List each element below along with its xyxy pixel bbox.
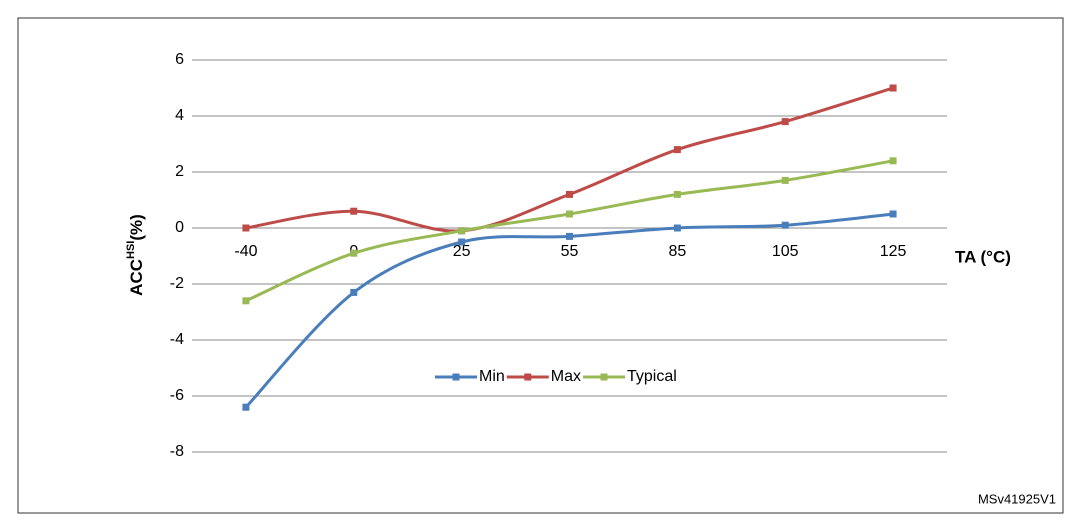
y-label-main: ACC bbox=[127, 259, 146, 296]
series-line bbox=[245, 159, 894, 303]
frame bbox=[17, 17, 1064, 514]
legend-label: Max bbox=[551, 368, 581, 385]
y-label-unit: (%) bbox=[127, 214, 146, 240]
point-marker bbox=[889, 210, 897, 218]
y-tick-label: 0 bbox=[175, 219, 184, 236]
series-line bbox=[245, 86, 894, 233]
y-tick-label: -6 bbox=[170, 387, 184, 404]
point-marker bbox=[350, 288, 358, 296]
point-marker bbox=[242, 297, 250, 305]
point-marker bbox=[458, 227, 466, 235]
legend-marker bbox=[524, 373, 532, 381]
y-axis-label: ACCHSI(%) bbox=[125, 214, 147, 296]
legend-marker bbox=[600, 373, 608, 381]
point-marker bbox=[242, 224, 250, 232]
point-marker bbox=[781, 221, 789, 229]
point-marker bbox=[458, 238, 466, 246]
x-axis-label: TA (°C) bbox=[955, 247, 1011, 266]
x-tick-label: 105 bbox=[772, 243, 799, 260]
watermark: MSv41925V1 bbox=[978, 491, 1056, 506]
y-tick-label: -8 bbox=[170, 443, 184, 460]
point-marker bbox=[781, 176, 789, 184]
point-marker bbox=[242, 403, 250, 411]
y-tick-label: 6 bbox=[175, 51, 184, 68]
y-tick-label: 4 bbox=[175, 107, 184, 124]
point-marker bbox=[673, 146, 681, 154]
x-tick-label: 85 bbox=[668, 243, 686, 260]
legend: Min Max Typical bbox=[435, 368, 677, 385]
x-tick-label: -40 bbox=[234, 243, 257, 260]
point-marker bbox=[566, 232, 573, 240]
y-label-sup: HSI bbox=[125, 241, 137, 259]
legend-label: Typical bbox=[627, 368, 677, 385]
point-marker bbox=[673, 224, 681, 232]
point-marker bbox=[350, 207, 358, 215]
legend-marker bbox=[452, 373, 460, 381]
y-tick-label: -2 bbox=[170, 275, 184, 292]
x-tick-label: 55 bbox=[561, 243, 579, 260]
point-marker bbox=[673, 190, 681, 198]
point-marker bbox=[566, 210, 573, 218]
legend-label: Min bbox=[479, 368, 505, 385]
x-tick-label: 125 bbox=[880, 243, 907, 260]
y-tick-label: 2 bbox=[175, 163, 184, 180]
point-marker bbox=[566, 190, 573, 198]
x-tick-label: 25 bbox=[453, 243, 471, 260]
y-tick-label: -4 bbox=[170, 331, 184, 348]
point-marker bbox=[781, 118, 789, 126]
point-marker bbox=[350, 249, 358, 257]
point-marker bbox=[889, 84, 897, 92]
point-marker bbox=[889, 157, 897, 165]
